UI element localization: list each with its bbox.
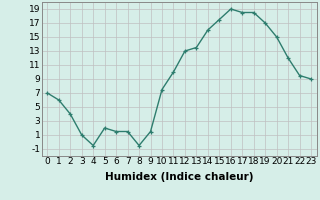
X-axis label: Humidex (Indice chaleur): Humidex (Indice chaleur) xyxy=(105,172,253,182)
